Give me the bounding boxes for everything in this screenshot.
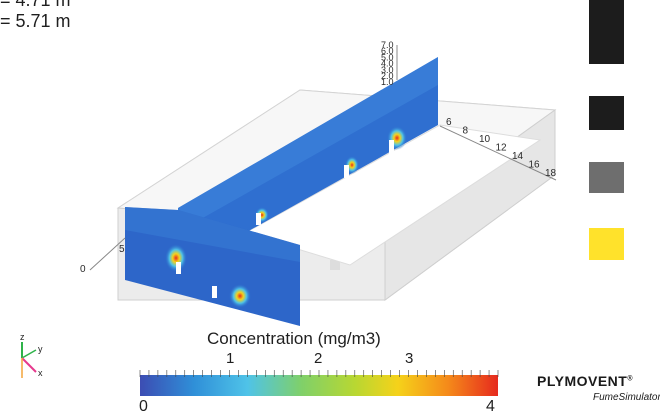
floor-strip [243,124,542,266]
product-name: FumeSimulator [593,392,660,403]
dimension-label-height: = 4.71 m [0,0,71,10]
vertical-axis-tick: 5.0 [381,52,394,62]
vertical-axis: 7.06.05.04.03.02.01.0 [381,40,398,87]
colorbar-tick-2: 2 [314,350,323,367]
length-axis-tick: 14 [512,151,524,162]
length-axis: 68 10 12 14 16 18 [439,117,557,181]
brand-logo: PLYMOVENT® [537,373,633,389]
brand-name: PLYMOVENT [537,373,628,389]
colorbar-min-label: 0 [139,398,148,415]
front-axis-tick: 5 [119,244,125,255]
length-axis-tick: 8 [463,126,469,137]
length-axis-tick: 10 [479,134,491,145]
legend-swatch-extraction[interactable] [589,96,624,130]
vertical-axis-tick: 2.0 [381,71,394,81]
colorbar-tick-3: 3 [405,350,414,367]
front-axis-tick: 0 [80,264,86,275]
dimension-label-width: = 5.71 m [0,11,71,31]
colorbar-title: Concentration (mg/m3) [207,329,381,348]
length-axis-tick: 16 [529,160,541,171]
legend-swatch-welder[interactable] [589,0,624,64]
axis-y-label: y [38,344,43,354]
axis-x-label: x [38,368,43,378]
length-axis-tick: 6 [446,117,452,128]
vertical-axis-tick: 6.0 [381,46,394,56]
front-axis: 05 [80,237,126,275]
colorbar-minor-ticks [139,370,499,377]
colorbar-max-label: 4 [486,398,495,415]
orientation-gizmo: z y x [20,332,43,378]
length-axis-tick: 12 [496,143,508,154]
axis-z-label: z [20,332,25,342]
colorbar [139,370,499,396]
legend-swatch-highlight[interactable] [589,228,624,260]
cut-plane-transverse [125,207,300,326]
vertical-axis-tick: 3.0 [381,65,394,75]
legend-swatch-obstacle[interactable] [589,162,624,193]
length-axis-tick: 18 [545,168,557,179]
colorbar-tick-1: 1 [226,350,235,367]
vertical-axis-tick: 7.0 [381,40,394,50]
vertical-axis-tick: 1.0 [381,77,394,87]
registered-mark: ® [627,375,634,383]
cut-plane-longitudinal [178,57,438,244]
vertical-axis-tick: 4.0 [381,59,394,69]
